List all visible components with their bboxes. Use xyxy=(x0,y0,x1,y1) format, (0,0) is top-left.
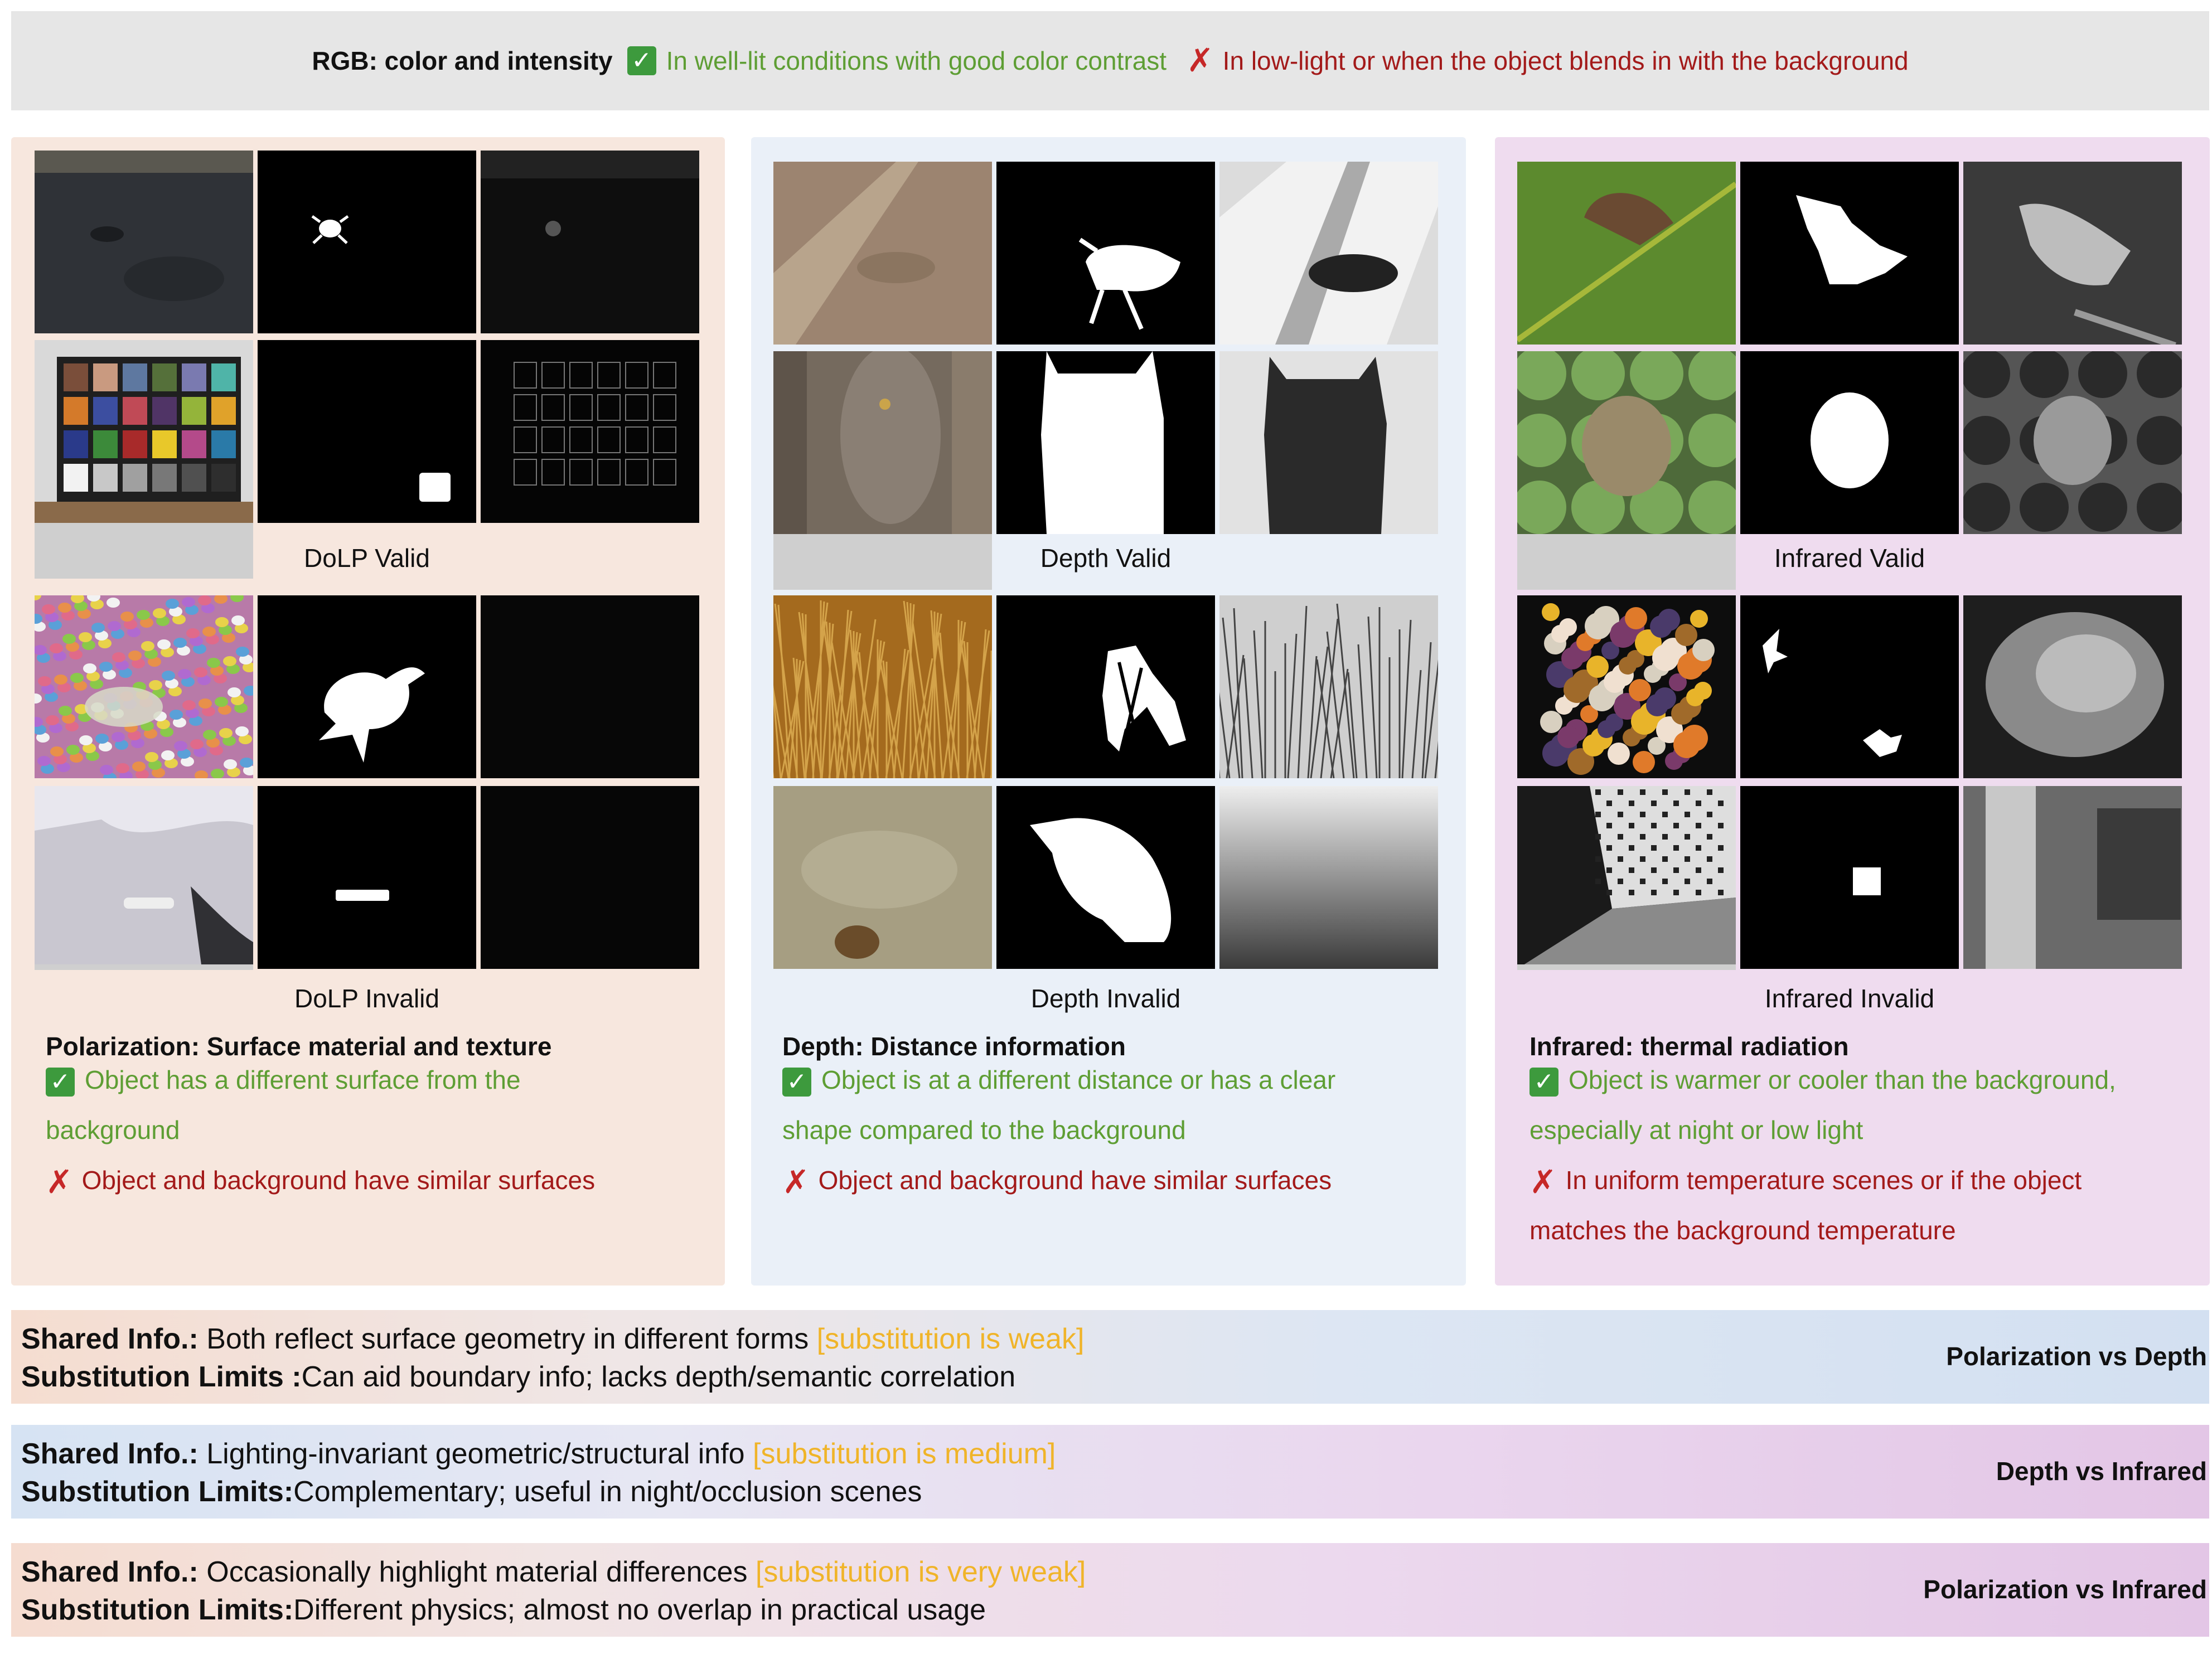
shared-info-line: Shared Info.: Both reflect surface geome… xyxy=(21,1323,1085,1355)
mask-image-frog xyxy=(258,595,476,778)
rgb-image-owl xyxy=(773,351,992,534)
placeholder-bar xyxy=(1517,964,1736,970)
cross-mark-icon: ✗ xyxy=(46,1163,73,1200)
cross-mark-icon: ✗ xyxy=(1187,42,1214,79)
mask-image-butterflies xyxy=(1740,595,1959,778)
rgb-image-flowers-butterflies xyxy=(1517,595,1736,778)
rgb-image-flatfish xyxy=(773,786,992,969)
depth-image-owl xyxy=(1219,351,1438,534)
mask-image-flatfish xyxy=(996,786,1215,969)
polarization-bad-line1: ✗ Object and background have similar surf… xyxy=(46,1163,596,1200)
mask-image-lion xyxy=(996,595,1215,778)
infrared-good-line1: ✓ Object is warmer or cooler than the bac… xyxy=(1529,1055,2116,1105)
polarization-panel: DoLP Valid DoLP Invalid Polarization: Su… xyxy=(11,137,725,1286)
mask-image-grasshopper xyxy=(996,162,1215,345)
infrared-good-line2: especially at night or low light xyxy=(1529,1115,1863,1144)
substitution-limits-line: Substitution Limits:Different physics; a… xyxy=(21,1594,986,1626)
placeholder-bar xyxy=(35,964,253,970)
infrared-image-flowers xyxy=(1963,595,2182,778)
dolp-image-colorchecker xyxy=(481,340,699,523)
polarization-good-line2: background xyxy=(46,1115,180,1144)
placeholder-bar xyxy=(35,523,253,579)
substitution-limits-line: Substitution Limits :Can aid boundary in… xyxy=(21,1361,1016,1393)
rgb-image-grass-lion xyxy=(773,595,992,778)
mask-image-leaf-insect xyxy=(1740,162,1959,345)
infrared-panel: Infrared Valid Infrared Invalid Infrared… xyxy=(1495,137,2210,1286)
cross-mark-icon: ✗ xyxy=(782,1163,810,1200)
rgb-image-colorchecker xyxy=(35,340,253,523)
mask-image-owl xyxy=(996,351,1215,534)
mask-image-hedgehog xyxy=(1740,351,1959,534)
depth-title: Depth: Distance information xyxy=(782,1032,1126,1061)
comparison-pair-label: Polarization vs Infrared xyxy=(1923,1575,2207,1604)
check-mark-icon: ✓ xyxy=(782,1067,811,1097)
rgb-image-hedgehog-cacti xyxy=(1517,351,1736,534)
shared-info-line: Shared Info.: Occasionally highlight mat… xyxy=(21,1556,1086,1588)
comparison-row-polarization-infrared: Shared Info.: Occasionally highlight mat… xyxy=(11,1543,2209,1637)
depth-invalid-caption: Depth Invalid xyxy=(1030,984,1181,1013)
rgb-image-checker-room xyxy=(1517,786,1736,969)
check-mark-icon: ✓ xyxy=(1529,1067,1558,1097)
depth-valid-caption: Depth Valid xyxy=(1040,544,1172,573)
rgb-label: RGB: color and intensity xyxy=(312,46,613,75)
rgb-image-leaf-insect xyxy=(1517,162,1736,345)
depth-bad-line1: ✗ Object and background have similar surf… xyxy=(782,1163,1332,1200)
cross-mark-icon: ✗ xyxy=(1529,1163,1557,1200)
rgb-banner: RGB: color and intensity ✓ In well-lit c… xyxy=(11,11,2209,110)
infrared-title: Infrared: thermal radiation xyxy=(1529,1032,1849,1061)
polarization-title: Polarization: Surface material and textu… xyxy=(46,1032,552,1061)
polarization-good-line1: ✓ Object has a different surface from the xyxy=(46,1055,521,1105)
placeholder-bar xyxy=(1517,534,1736,590)
check-mark-icon: ✓ xyxy=(627,46,656,75)
rgb-image-rock xyxy=(35,151,253,333)
depth-image-grass xyxy=(1219,595,1438,778)
infrared-image-hedgehog xyxy=(1963,351,2182,534)
dolp-image-rock xyxy=(481,151,699,333)
depth-image-seafloor xyxy=(1219,786,1438,969)
infrared-bad-line1: ✗ In uniform temperature scenes or if the… xyxy=(1529,1163,2082,1200)
infrared-image-room xyxy=(1963,786,2182,969)
substitution-limits-line: Substitution Limits:Complementary; usefu… xyxy=(21,1476,922,1508)
rgb-image-cloth xyxy=(35,786,253,969)
infrared-invalid-caption: Infrared Invalid xyxy=(1764,984,1935,1013)
mask-image-square xyxy=(1740,786,1959,969)
depth-good-line1: ✓ Object is at a different distance or ha… xyxy=(782,1055,1335,1105)
depth-panel: Depth Valid Depth Invalid Depth: Distanc… xyxy=(751,137,1466,1286)
check-mark-icon: ✓ xyxy=(46,1067,75,1097)
depth-good-line2: shape compared to the background xyxy=(782,1115,1186,1144)
mask-image-small-object xyxy=(258,340,476,523)
infrared-valid-caption: Infrared Valid xyxy=(1774,544,1925,573)
rgb-good-text: In well-lit conditions with good color c… xyxy=(666,46,1167,75)
infrared-bad-line2: matches the background temperature xyxy=(1529,1216,1956,1245)
dolp-image-frog xyxy=(481,595,699,778)
rgb-image-frog-pebbles xyxy=(35,595,253,778)
comparison-row-depth-infrared: Shared Info.: Lighting-invariant geometr… xyxy=(11,1425,2209,1519)
depth-image-grasshopper xyxy=(1219,162,1438,345)
comparison-row-polarization-depth: Shared Info.: Both reflect surface geome… xyxy=(11,1310,2209,1404)
shared-info-line: Shared Info.: Lighting-invariant geometr… xyxy=(21,1438,1056,1470)
dolp-valid-caption: DoLP Valid xyxy=(304,544,430,573)
mask-image-insect xyxy=(258,151,476,333)
rgb-bad-text: In low-light or when the object blends i… xyxy=(1222,46,1909,75)
comparison-pair-label: Depth vs Infrared xyxy=(1996,1457,2207,1486)
rgb-image-grasshopper xyxy=(773,162,992,345)
placeholder-bar xyxy=(773,534,992,590)
mask-image-stick xyxy=(258,786,476,969)
dolp-invalid-caption: DoLP Invalid xyxy=(294,984,439,1013)
comparison-pair-label: Polarization vs Depth xyxy=(1946,1342,2207,1371)
infrared-image-leaf-insect xyxy=(1963,162,2182,345)
dolp-image-cloth xyxy=(481,786,699,969)
